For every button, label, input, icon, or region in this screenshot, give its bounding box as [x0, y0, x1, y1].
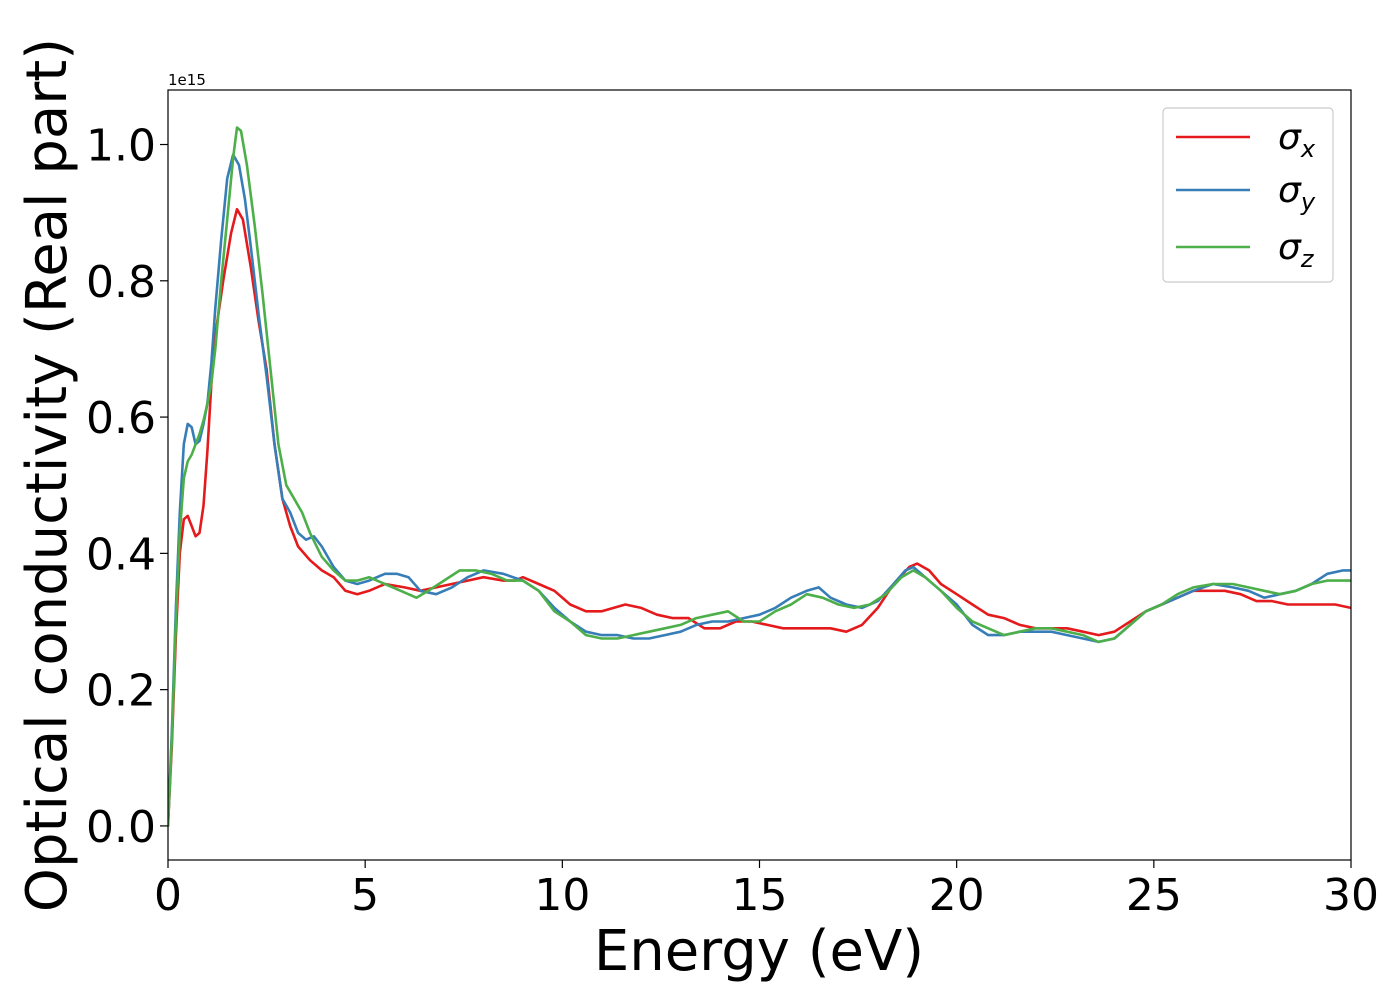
legend: σx σy σz	[1162, 107, 1334, 283]
x-tick-label: 25	[1126, 870, 1182, 921]
series-line-z	[168, 126, 1351, 828]
x-tick-label: 5	[351, 870, 379, 921]
legend-label-z: σz	[1278, 227, 1315, 273]
y-tick-label: 0.2	[86, 666, 156, 717]
y-tick-label: 1.0	[86, 121, 156, 172]
y-axis-offset-text: 1e15	[168, 71, 206, 89]
y-tick-label: 0.8	[86, 257, 156, 308]
y-tick-label: 0.4	[86, 529, 156, 580]
x-tick-label: 20	[929, 870, 985, 921]
y-tick-label: 0.6	[86, 393, 156, 444]
series-line-x	[168, 207, 1351, 828]
legend-label-x: σx	[1278, 117, 1316, 163]
series-layer	[168, 126, 1351, 828]
x-axis-ticks: 0 5 10 15 20 25 30	[154, 860, 1379, 921]
x-tick-label: 0	[154, 870, 182, 921]
x-axis-label: Energy (eV)	[594, 919, 924, 984]
legend-box	[1162, 107, 1334, 283]
x-tick-label: 15	[732, 870, 788, 921]
x-tick-label: 30	[1323, 870, 1379, 921]
y-axis-label: Optical conductivity (Real part)	[15, 38, 80, 912]
legend-label-y: σy	[1278, 170, 1316, 216]
x-tick-label: 10	[534, 870, 590, 921]
y-tick-label: 0.0	[86, 802, 156, 853]
y-axis-ticks: 0.0 0.2 0.4 0.6 0.8 1.0	[86, 121, 168, 853]
